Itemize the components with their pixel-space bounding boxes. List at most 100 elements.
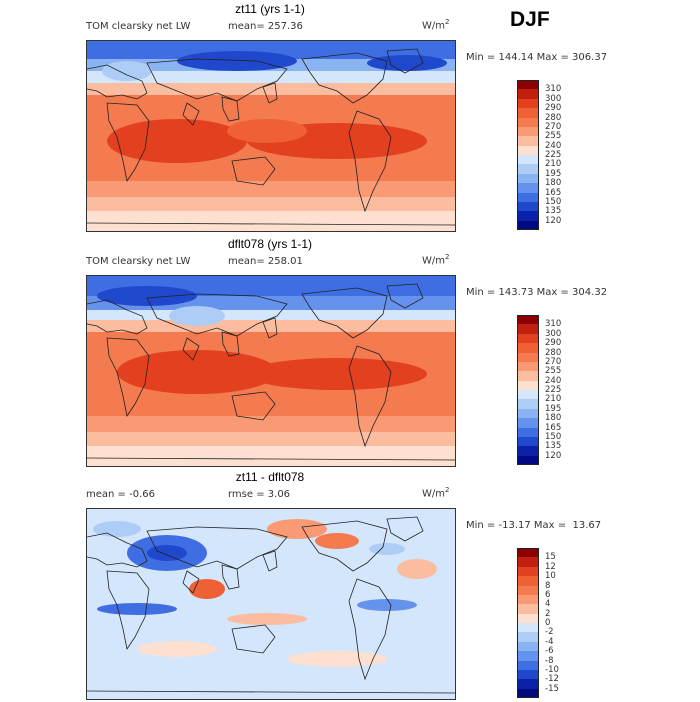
colorbar-swatch	[517, 585, 539, 595]
colorbar-swatch	[517, 548, 539, 558]
mean-value: mean= 258.01	[228, 256, 303, 267]
colorbar-tick-label: 0	[545, 618, 551, 628]
colorbar-tick-label: 280	[545, 347, 562, 358]
colorbar-swatch	[517, 333, 539, 344]
colorbar-tick-label: 135	[545, 441, 562, 452]
colorbar-tick-label: 165	[545, 422, 562, 433]
mean-value: mean = -0.66	[86, 489, 155, 500]
colorbar-tick-label: 195	[545, 168, 562, 179]
map-field	[87, 276, 455, 466]
colorbar-tick-label: 165	[545, 187, 562, 198]
colorbar-tick-label: 195	[545, 403, 562, 414]
variable-name: TOM clearsky net LW	[86, 21, 191, 32]
colorbar-tick-label: -6	[545, 646, 554, 657]
world-map	[86, 275, 456, 467]
colorbar-swatch	[517, 446, 539, 456]
colorbar-swatch	[517, 613, 539, 623]
colorbar-swatch	[517, 566, 539, 577]
colorbar-tick-label: -8	[545, 655, 554, 666]
colorbar-swatch	[517, 192, 539, 202]
colorbar-swatch	[517, 183, 539, 193]
colorbar-tick-label: -10	[545, 664, 559, 675]
colorbar-swatch	[517, 688, 539, 698]
colorbar-swatch	[517, 108, 539, 118]
colorbar-swatch	[517, 399, 539, 409]
colorbar-tick-label: 12	[545, 561, 556, 572]
colorbar-tick-label: 210	[545, 159, 562, 170]
colorbar-swatch	[517, 594, 539, 605]
units-label: W/m2	[422, 486, 450, 500]
colorbar-swatch	[517, 557, 539, 567]
panel-title: zt11 - dflt078	[235, 470, 305, 484]
colorbar	[517, 315, 539, 465]
colorbar-swatch	[517, 98, 539, 109]
colorbar-swatch	[517, 211, 539, 221]
world-map	[86, 508, 456, 700]
colorbar-tick-label: -2	[545, 627, 554, 638]
colorbar-swatch	[517, 145, 539, 155]
colorbar-swatch	[517, 576, 539, 586]
colorbar-tick-label: 180	[545, 413, 562, 424]
colorbar-tick-label: 135	[545, 206, 562, 217]
colorbar-swatch	[517, 155, 539, 165]
colorbar-tick-label: 120	[545, 450, 562, 461]
colorbar-swatch	[517, 641, 539, 652]
colorbar-swatch	[517, 623, 539, 633]
colorbar-swatch	[517, 390, 539, 400]
colorbar-tick-label: 225	[545, 150, 562, 160]
colorbar-tick-label: 8	[545, 580, 551, 591]
colorbar-tick-label: 255	[545, 366, 562, 377]
colorbar-tick-label: 6	[545, 589, 551, 600]
colorbar-tick-label: 310	[545, 84, 562, 95]
panel-zt11: zt11 (yrs 1-1) TOM clearsky net LW mean=…	[0, 2, 700, 234]
panel-difference: zt11 - dflt078 mean = -0.66 rmse = 3.06 …	[0, 470, 700, 702]
colorbar-swatch	[517, 117, 539, 127]
colorbar-swatch	[517, 324, 539, 334]
colorbar-tick-label: 300	[545, 93, 562, 104]
colorbar-swatch	[517, 343, 539, 353]
panel-title: zt11 (yrs 1-1)	[235, 2, 305, 16]
colorbar-tick-label: 290	[545, 103, 562, 114]
colorbar-tick-label: 150	[545, 431, 562, 442]
colorbar-tick-label: 240	[545, 375, 562, 386]
colorbar-swatch	[517, 315, 539, 325]
colorbar-swatch	[517, 371, 539, 381]
colorbar-tick-label: 120	[545, 215, 562, 226]
colorbar	[517, 80, 539, 230]
colorbar-tick-label: 15	[545, 552, 556, 563]
world-map	[86, 40, 456, 232]
colorbar-swatch	[517, 651, 539, 661]
colorbar-swatch	[517, 408, 539, 419]
min-max-label: Min = 143.73 Max = 304.32	[466, 287, 608, 298]
colorbar-swatch	[517, 201, 539, 212]
panel-title: dflt078 (yrs 1-1)	[227, 237, 313, 251]
colorbar-tick-label: 255	[545, 131, 562, 142]
colorbar-swatch	[517, 80, 539, 90]
min-max-label: Min = -13.17 Max = 13.67	[466, 520, 602, 531]
colorbar-tick-label: 2	[545, 608, 551, 619]
colorbar-swatch	[517, 380, 539, 390]
colorbar-tick-label: 210	[545, 394, 562, 405]
colorbar-swatch	[517, 173, 539, 184]
colorbar-tick-label: -12	[545, 674, 559, 685]
colorbar-swatch	[517, 89, 539, 99]
colorbar-swatch	[517, 427, 539, 437]
colorbar-tick-label: -4	[545, 636, 554, 647]
colorbar-swatch	[517, 679, 539, 689]
colorbar-swatch	[517, 455, 539, 465]
rmse-value: rmse = 3.06	[228, 489, 291, 500]
units-label: W/m2	[422, 253, 450, 267]
colorbar-tick-label: 290	[545, 338, 562, 349]
colorbar-tick-label: 270	[545, 356, 562, 367]
colorbar-swatch	[517, 436, 539, 447]
colorbar-tick-label: 280	[545, 112, 562, 123]
min-max-label: Min = 144.14 Max = 306.37	[466, 52, 608, 63]
colorbar-swatch	[517, 126, 539, 137]
map-field	[87, 41, 455, 231]
colorbar-tick-label: 300	[545, 328, 562, 339]
season-label: DJF	[510, 8, 550, 31]
colorbar-tick-label: 225	[545, 385, 562, 395]
units-label: W/m2	[422, 18, 450, 32]
colorbar-swatch	[517, 660, 539, 670]
variable-name: TOM clearsky net LW	[86, 256, 191, 267]
